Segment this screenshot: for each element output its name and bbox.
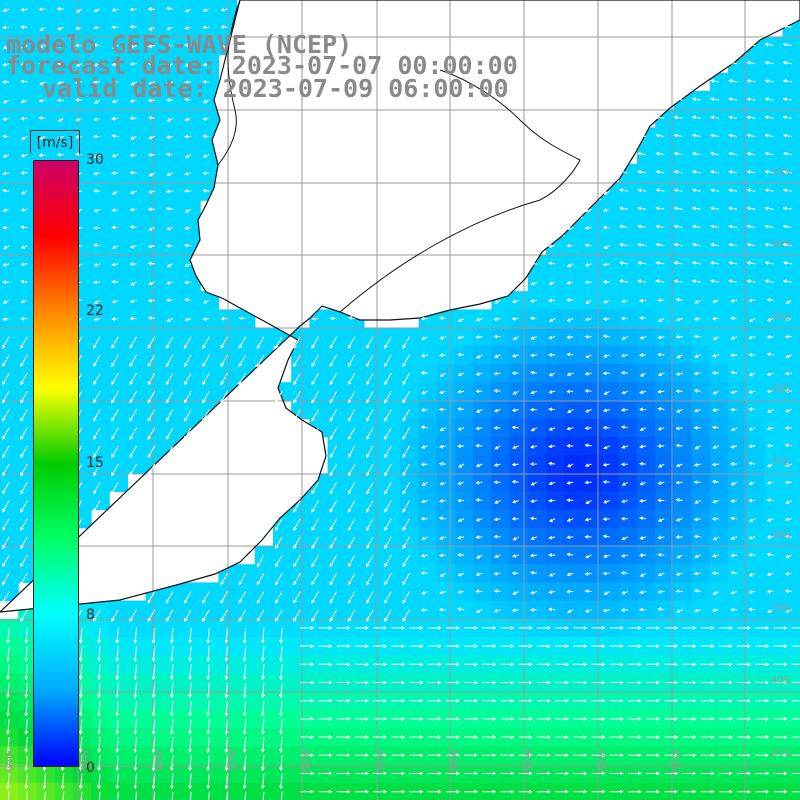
longitude-label: 55W xyxy=(376,749,387,772)
map-title-forecast-date: forecast date: 2023-07-07 00:00:00 xyxy=(6,51,518,80)
colorbar-tick-label: 30 xyxy=(86,152,104,168)
colorbar-tick-label: 8 xyxy=(86,607,95,623)
latitude-label: 35S xyxy=(771,312,790,323)
longitude-label: 57W xyxy=(228,749,239,772)
map-title-model: modelo GEFS-WAVE (NCEP) xyxy=(6,30,353,59)
longitude-label: 53W xyxy=(524,749,535,772)
latitude-label: 40S xyxy=(771,675,790,686)
longitude-label: 52W xyxy=(598,749,609,772)
map-title-valid-date: valid date: 2023-07-09 06:00:00 xyxy=(42,74,509,103)
colorbar-tick-label: 0 xyxy=(86,760,95,776)
latitude-label: 34S xyxy=(771,239,790,250)
colorbar xyxy=(33,160,79,767)
colorbar-tick-label: 15 xyxy=(86,455,104,471)
colorbar-unit-label: [m/s] xyxy=(30,130,80,154)
latitude-label: 33S xyxy=(771,167,790,178)
latitude-label: 36S xyxy=(771,384,790,395)
longitude-label: 56W xyxy=(302,749,313,772)
latitude-label: 39S xyxy=(771,603,790,614)
longitude-label: 51W xyxy=(672,749,683,772)
border-line xyxy=(217,0,241,166)
longitude-label: 58W xyxy=(154,749,165,772)
latitude-label: 41S xyxy=(771,748,790,759)
latitude-label: 37S xyxy=(771,457,790,468)
longitude-label: 60W xyxy=(4,749,15,772)
longitude-label: 54W xyxy=(450,749,461,772)
latitude-label: 38S xyxy=(771,530,790,541)
coastline xyxy=(0,0,800,613)
colorbar-tick-label: 22 xyxy=(86,303,104,319)
wind-vectors xyxy=(2,6,800,800)
longitude-label: 59W xyxy=(80,749,91,772)
border-line xyxy=(339,69,581,313)
land-area xyxy=(0,0,800,612)
